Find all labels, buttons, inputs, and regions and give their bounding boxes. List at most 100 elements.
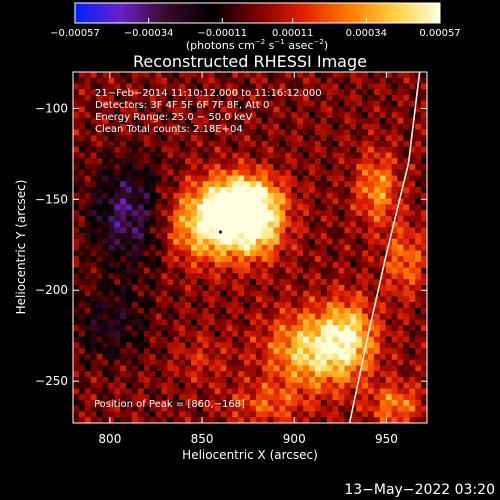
- heatmap-cell: [84, 158, 92, 165]
- heatmap-cell: [73, 192, 80, 199]
- heatmap-cell: [421, 72, 427, 79]
- heatmap-cell: [291, 256, 298, 263]
- heatmap-cell: [244, 95, 251, 102]
- heatmap-cell: [403, 348, 410, 355]
- heatmap-cell: [297, 181, 304, 188]
- heatmap-cell: [114, 388, 121, 395]
- heatmap-cell: [303, 158, 310, 165]
- heatmap-cell: [161, 302, 168, 309]
- heatmap-cell: [303, 284, 310, 292]
- heatmap-cell: [126, 181, 133, 188]
- heatmap-cell: [167, 118, 174, 125]
- heatmap-cell: [232, 141, 239, 148]
- heatmap-cell: [320, 330, 328, 338]
- heatmap-cell: [167, 158, 174, 165]
- heatmap-cell: [238, 152, 245, 159]
- heatmap-cell: [232, 198, 239, 205]
- heatmap-cell: [303, 267, 310, 274]
- heatmap-cell: [179, 238, 186, 246]
- heatmap-cell: [126, 330, 133, 338]
- heatmap-cell: [314, 394, 322, 401]
- heatmap-cell: [415, 141, 422, 148]
- heatmap-cell: [356, 233, 363, 240]
- heatmap-cell: [309, 296, 316, 303]
- heatmap-cell: [356, 181, 363, 188]
- heatmap-cell: [84, 319, 92, 326]
- heatmap-cell: [232, 399, 239, 407]
- heatmap-cell: [73, 273, 80, 280]
- heatmap-cell: [226, 135, 233, 142]
- heatmap-cell: [297, 417, 304, 423]
- heatmap-cell: [291, 261, 298, 269]
- heatmap-cell: [208, 204, 215, 211]
- heatmap-cell: [397, 388, 404, 395]
- heatmap-cell: [208, 210, 215, 217]
- heatmap-cell: [403, 118, 410, 125]
- heatmap-cell: [368, 164, 375, 171]
- heatmap-cell: [285, 307, 292, 315]
- heatmap-cell: [415, 129, 422, 136]
- heatmap-cell: [303, 371, 310, 378]
- heatmap-cell: [120, 371, 127, 378]
- heatmap-cell: [126, 284, 133, 292]
- heatmap-cell: [309, 152, 316, 159]
- heatmap-cell: [320, 233, 328, 240]
- heatmap-cell: [397, 353, 404, 361]
- heatmap-cell: [303, 198, 310, 205]
- heatmap-cell: [149, 336, 156, 343]
- heatmap-cell: [250, 135, 257, 142]
- heatmap-cell: [220, 330, 227, 338]
- heatmap-cell: [173, 261, 180, 269]
- heatmap-cell: [167, 365, 174, 372]
- heatmap-cell: [78, 313, 86, 320]
- heatmap-cell: [185, 123, 192, 130]
- heatmap-cell: [185, 221, 192, 228]
- heatmap-cell: [267, 141, 274, 148]
- heatmap-cell: [297, 106, 304, 113]
- heatmap-cell: [90, 244, 97, 251]
- heatmap-cell: [126, 279, 133, 286]
- footer-date: 13−May−2022 03:20: [344, 482, 495, 498]
- heatmap-cell: [114, 181, 121, 188]
- heatmap-cell: [108, 158, 115, 165]
- heatmap-cell: [185, 267, 192, 274]
- heatmap-cell: [415, 169, 422, 176]
- heatmap-cell: [285, 100, 292, 107]
- heatmap-cell: [149, 417, 156, 423]
- heatmap-cell: [132, 95, 139, 102]
- heatmap-cell: [255, 353, 263, 361]
- heatmap-cell: [73, 141, 80, 148]
- heatmap-cell: [179, 284, 186, 292]
- heatmap-cell: [332, 141, 339, 148]
- heatmap-cell: [309, 221, 316, 228]
- heatmap-cell: [279, 95, 286, 102]
- y-tick-label: −250: [35, 374, 68, 388]
- heatmap-cell: [78, 141, 86, 148]
- heatmap-cell: [202, 261, 210, 269]
- heatmap-cell: [356, 175, 363, 182]
- heatmap-cell: [297, 141, 304, 148]
- heatmap-cell: [226, 256, 233, 263]
- heatmap-cell: [196, 359, 204, 366]
- heatmap-cell: [108, 187, 115, 194]
- heatmap-cell: [403, 313, 410, 320]
- heatmap-cell: [196, 187, 204, 194]
- heatmap-cell: [373, 129, 381, 136]
- heatmap-cell: [373, 256, 381, 263]
- heatmap-cell: [261, 244, 269, 251]
- heatmap-cell: [320, 72, 328, 79]
- heatmap-cell: [297, 187, 304, 194]
- heatmap-cell: [279, 146, 286, 153]
- heatmap-cell: [326, 313, 333, 320]
- heatmap-cell: [208, 123, 215, 130]
- heatmap-cell: [409, 112, 416, 119]
- heatmap-cell: [208, 198, 215, 205]
- heatmap-cell: [167, 187, 174, 194]
- heatmap-cell: [196, 100, 204, 107]
- heatmap-cell: [161, 330, 168, 338]
- heatmap-cell: [161, 187, 168, 194]
- heatmap-cell: [126, 72, 133, 79]
- heatmap-cell: [344, 129, 351, 136]
- heatmap-cell: [102, 296, 109, 303]
- heatmap-cell: [143, 175, 151, 182]
